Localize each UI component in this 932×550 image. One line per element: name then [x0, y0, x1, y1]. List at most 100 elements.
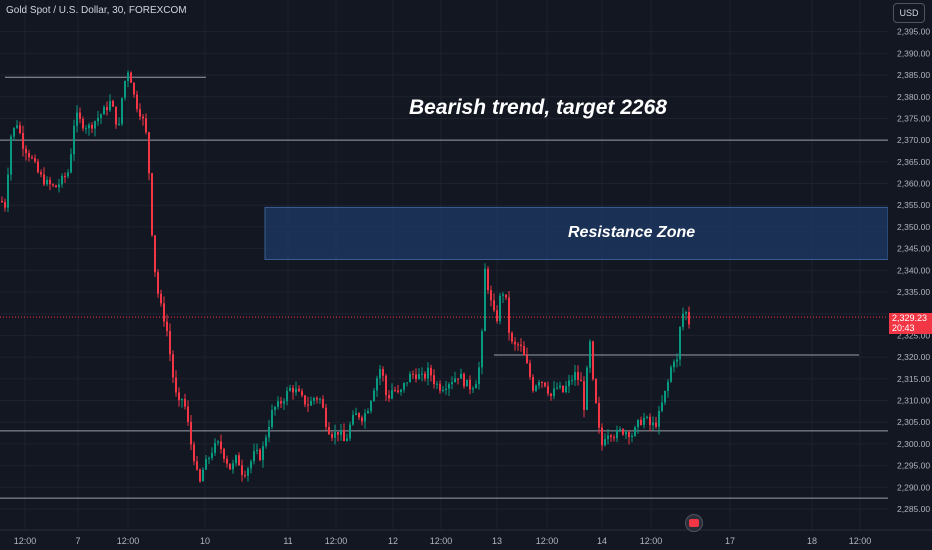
price-tick-label: 2,360.00 [897, 179, 930, 189]
candle-body [76, 112, 78, 126]
candle-body [190, 421, 192, 445]
candle-body [466, 379, 468, 387]
candle-body [355, 413, 357, 416]
candle-body [112, 101, 114, 107]
candle-body [436, 383, 438, 385]
candle-body [100, 114, 102, 118]
currency-button[interactable]: USD [893, 3, 925, 23]
candle-body [52, 184, 54, 186]
candle-body [295, 388, 297, 393]
candle-body [85, 128, 87, 130]
candle-body [244, 474, 246, 476]
candle-body [358, 413, 360, 418]
candle-body [325, 407, 327, 427]
price-tick-label: 2,370.00 [897, 135, 930, 145]
candle-body [184, 398, 186, 407]
candle-body [343, 430, 345, 442]
time-tick-label: 12:00 [325, 536, 348, 546]
price-tick-label: 2,345.00 [897, 244, 930, 254]
candle-body [460, 373, 462, 379]
candle-body [496, 310, 498, 322]
candle-body [265, 437, 267, 447]
candle-body [391, 390, 393, 399]
candle-body [109, 101, 111, 111]
candle-body [679, 327, 681, 360]
price-tick-label: 2,290.00 [897, 482, 930, 492]
candle-body [403, 382, 405, 390]
candle-body [289, 387, 291, 391]
candle-body [268, 426, 270, 438]
candle-body [643, 417, 645, 425]
candle-body [142, 116, 144, 119]
candle-body [532, 376, 534, 391]
candle-body [619, 429, 621, 431]
candle-body [19, 125, 21, 134]
candle-body [178, 392, 180, 401]
time-tick-label: 12 [388, 536, 398, 546]
price-axis[interactable] [888, 0, 932, 550]
time-tick-label: 13 [492, 536, 502, 546]
candle-body [640, 419, 642, 425]
price-tick-label: 2,385.00 [897, 70, 930, 80]
candle-body [400, 389, 402, 393]
candle-body [187, 406, 189, 422]
candle-body [511, 332, 513, 342]
candle-body [202, 469, 204, 482]
candle-body [676, 359, 678, 362]
candle-body [571, 380, 573, 382]
candle-body [574, 372, 576, 381]
candle-body [457, 378, 459, 380]
candle-body [418, 374, 420, 380]
time-tick-label: 12:00 [430, 536, 453, 546]
flag-icon[interactable] [685, 514, 703, 532]
candle-body [313, 397, 315, 401]
candle-body [337, 432, 339, 435]
candle-body [67, 172, 69, 177]
candle-body [166, 321, 168, 332]
candle-body [580, 379, 582, 382]
price-tick-label: 2,365.00 [897, 157, 930, 167]
candle-body [37, 161, 39, 173]
candle-body [388, 395, 390, 399]
candle-body [316, 397, 318, 400]
candle-body [88, 124, 90, 129]
candle-body [262, 446, 264, 461]
candle-body [565, 386, 567, 392]
candle-body [379, 369, 381, 379]
candle-body [148, 132, 150, 174]
candle-body [334, 432, 336, 438]
candle-body [4, 202, 6, 208]
candle-body [484, 268, 486, 332]
candle-body [523, 346, 525, 356]
candle-body [28, 152, 30, 158]
candle-body [610, 435, 612, 438]
candle-body [433, 375, 435, 385]
time-tick-label: 18 [807, 536, 817, 546]
candle-body [124, 80, 126, 98]
candle-body [16, 125, 18, 128]
candle-body [442, 389, 444, 391]
candle-body [82, 118, 84, 129]
candle-body [406, 382, 408, 384]
candle-body [472, 388, 474, 390]
candle-body [637, 419, 639, 428]
candle-body [556, 387, 558, 389]
price-tick-label: 2,300.00 [897, 439, 930, 449]
price-tick-label: 2,285.00 [897, 504, 930, 514]
price-tick-label: 2,315.00 [897, 374, 930, 384]
candle-body [649, 416, 651, 426]
price-axis-labels: 2,285.00 2,290.00 2,295.00 2,300.00 2,305.00… [897, 27, 930, 514]
candle-body [613, 437, 615, 439]
resistance-zone [264, 206, 889, 260]
candle-body [550, 393, 552, 397]
candle-body [508, 297, 510, 333]
candle-body [424, 373, 426, 379]
candle-body [55, 185, 57, 188]
time-axis[interactable] [0, 530, 932, 550]
time-tick-label: 10 [200, 536, 210, 546]
price-tick-label: 2,340.00 [897, 265, 930, 275]
candle-body [280, 401, 282, 404]
candle-body [250, 461, 252, 469]
candle-body [208, 457, 210, 460]
